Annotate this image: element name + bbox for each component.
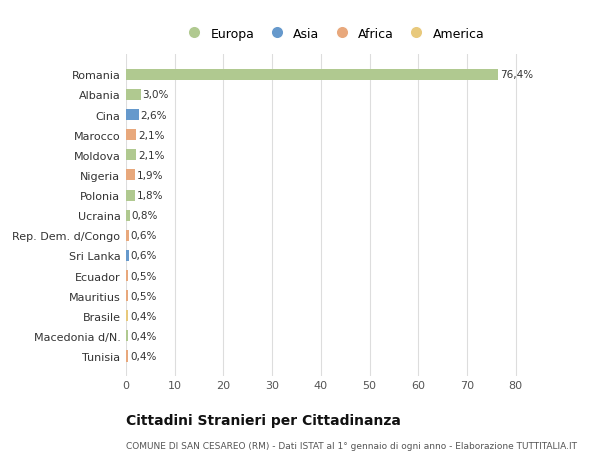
Text: 2,1%: 2,1% xyxy=(138,130,164,140)
Bar xyxy=(126,190,135,201)
Text: 1,9%: 1,9% xyxy=(137,171,164,180)
Text: 3,0%: 3,0% xyxy=(143,90,169,100)
Bar xyxy=(126,250,129,262)
Text: 0,4%: 0,4% xyxy=(130,331,156,341)
Bar xyxy=(126,351,128,362)
Bar xyxy=(126,311,128,322)
Legend: Europa, Asia, Africa, America: Europa, Asia, Africa, America xyxy=(176,23,490,46)
Bar xyxy=(126,230,129,241)
Text: 0,6%: 0,6% xyxy=(131,251,157,261)
Bar xyxy=(126,70,498,81)
Bar xyxy=(126,330,128,341)
Bar xyxy=(126,170,135,181)
Bar xyxy=(126,90,140,101)
Text: 0,6%: 0,6% xyxy=(131,231,157,241)
Text: 0,5%: 0,5% xyxy=(130,271,157,281)
Text: 2,6%: 2,6% xyxy=(140,110,167,120)
Text: 76,4%: 76,4% xyxy=(500,70,533,80)
Text: 0,8%: 0,8% xyxy=(132,211,158,221)
Text: COMUNE DI SAN CESAREO (RM) - Dati ISTAT al 1° gennaio di ogni anno - Elaborazion: COMUNE DI SAN CESAREO (RM) - Dati ISTAT … xyxy=(126,441,577,450)
Text: Cittadini Stranieri per Cittadinanza: Cittadini Stranieri per Cittadinanza xyxy=(126,413,401,427)
Bar xyxy=(126,110,139,121)
Text: 2,1%: 2,1% xyxy=(138,151,164,161)
Bar xyxy=(126,270,128,281)
Text: 0,4%: 0,4% xyxy=(130,351,156,361)
Text: 0,5%: 0,5% xyxy=(130,291,157,301)
Bar xyxy=(126,130,136,141)
Bar xyxy=(126,210,130,221)
Bar xyxy=(126,291,128,302)
Text: 1,8%: 1,8% xyxy=(137,190,163,201)
Text: 0,4%: 0,4% xyxy=(130,311,156,321)
Bar xyxy=(126,150,136,161)
